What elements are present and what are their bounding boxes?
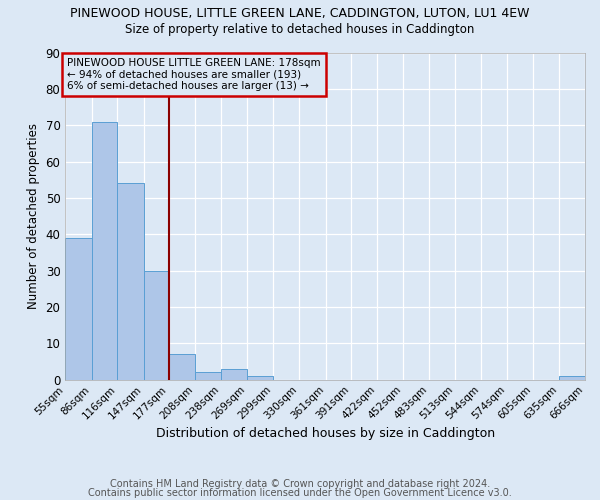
Bar bbox=[65, 238, 92, 380]
Bar bbox=[196, 372, 221, 380]
Bar bbox=[92, 122, 117, 380]
Text: Size of property relative to detached houses in Caddington: Size of property relative to detached ho… bbox=[125, 22, 475, 36]
Bar bbox=[117, 184, 143, 380]
Bar bbox=[221, 369, 247, 380]
Bar bbox=[169, 354, 196, 380]
Text: Contains HM Land Registry data © Crown copyright and database right 2024.: Contains HM Land Registry data © Crown c… bbox=[110, 479, 490, 489]
Y-axis label: Number of detached properties: Number of detached properties bbox=[27, 123, 40, 309]
Text: Contains public sector information licensed under the Open Government Licence v3: Contains public sector information licen… bbox=[88, 488, 512, 498]
X-axis label: Distribution of detached houses by size in Caddington: Distribution of detached houses by size … bbox=[155, 427, 495, 440]
Bar bbox=[247, 376, 273, 380]
Bar bbox=[559, 376, 585, 380]
Text: PINEWOOD HOUSE, LITTLE GREEN LANE, CADDINGTON, LUTON, LU1 4EW: PINEWOOD HOUSE, LITTLE GREEN LANE, CADDI… bbox=[70, 8, 530, 20]
Text: PINEWOOD HOUSE LITTLE GREEN LANE: 178sqm
← 94% of detached houses are smaller (1: PINEWOOD HOUSE LITTLE GREEN LANE: 178sqm… bbox=[67, 58, 320, 91]
Bar bbox=[143, 270, 169, 380]
